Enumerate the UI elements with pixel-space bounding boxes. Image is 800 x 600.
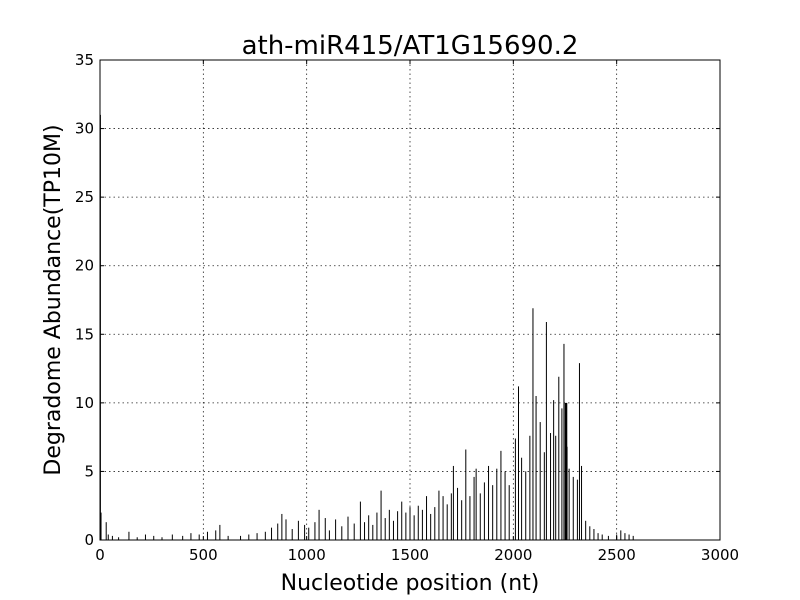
grid-layer [99,59,721,541]
y-tick-label: 15 [75,325,94,343]
plot-frame [99,59,721,541]
y-tick-label: 10 [75,394,94,412]
x-axis-label: Nucleotide position (nt) [281,571,540,596]
y-tick-label: 0 [84,531,94,549]
bars-layer [99,114,634,540]
y-tick-label: 20 [75,257,94,275]
ticks-layer: 0 500 1000 1500 2000 2500 3000 0 5 10 15 20 25 30 35 [75,51,739,564]
x-tick-label: 500 [189,546,218,564]
x-tick-label: 1000 [288,546,326,564]
y-axis-label: Degradome Abundance(TP10M) [41,124,66,475]
x-tick-label: 1500 [391,546,429,564]
y-tick-label: 35 [75,51,94,69]
x-tick-label: 3000 [701,546,739,564]
x-tick-label: 2000 [494,546,532,564]
y-tick-label: 30 [75,120,94,138]
y-tick-label: 5 [84,462,94,480]
x-tick-label: 2500 [598,546,636,564]
y-tick-label: 25 [75,188,94,206]
x-tick-label: 0 [95,546,105,564]
chart-title: ath-miR415/AT1G15690.2 [242,31,579,61]
